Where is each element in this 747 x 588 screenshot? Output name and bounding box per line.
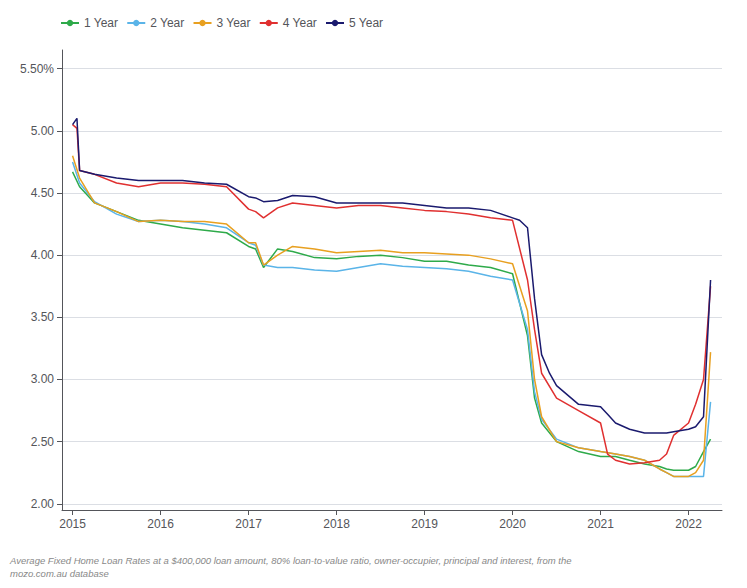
svg-text:5.50%: 5.50% (20, 62, 54, 76)
svg-text:4 Year: 4 Year (283, 16, 317, 30)
svg-text:2.00: 2.00 (31, 497, 55, 511)
svg-text:1 Year: 1 Year (84, 16, 118, 30)
svg-text:2022: 2022 (675, 517, 702, 531)
svg-text:mozo.com.au database: mozo.com.au database (10, 568, 109, 579)
svg-text:Average Fixed Home Loan Rates: Average Fixed Home Loan Rates at a $400,… (9, 555, 572, 566)
svg-text:3.50: 3.50 (31, 310, 55, 324)
svg-text:3 Year: 3 Year (217, 16, 251, 30)
svg-text:2015: 2015 (59, 517, 86, 531)
svg-text:2017: 2017 (235, 517, 262, 531)
svg-text:4.00: 4.00 (31, 248, 55, 262)
svg-text:2016: 2016 (147, 517, 174, 531)
svg-text:3.00: 3.00 (31, 372, 55, 386)
svg-text:2018: 2018 (323, 517, 350, 531)
svg-text:2021: 2021 (587, 517, 614, 531)
svg-text:5.00: 5.00 (31, 124, 55, 138)
svg-text:2 Year: 2 Year (150, 16, 184, 30)
svg-text:5 Year: 5 Year (349, 16, 383, 30)
svg-text:2.50: 2.50 (31, 435, 55, 449)
svg-text:2020: 2020 (499, 517, 526, 531)
svg-text:4.50: 4.50 (31, 186, 55, 200)
svg-text:2019: 2019 (411, 517, 438, 531)
